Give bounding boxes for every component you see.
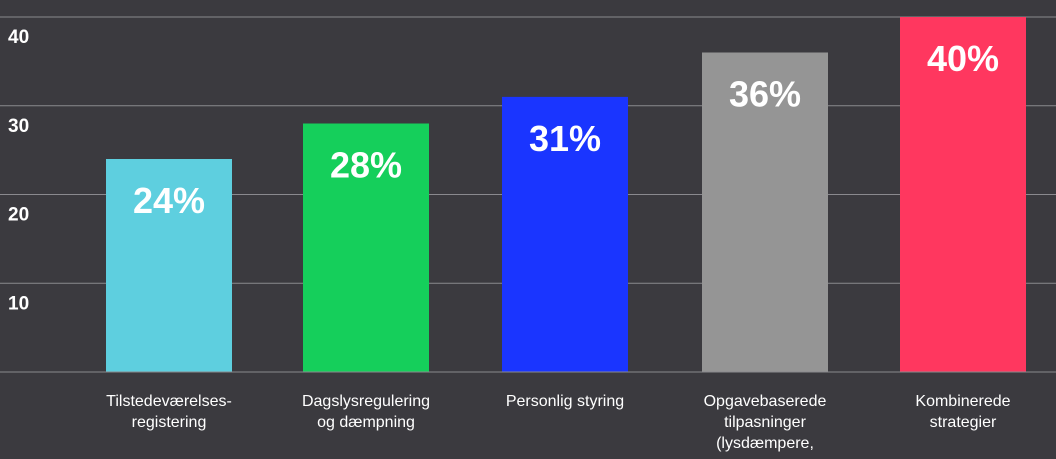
bar-value-label-4: 36% xyxy=(729,74,801,115)
bar-value-label-2: 28% xyxy=(330,145,402,186)
category-label-2-line-1: Dagslysregulering xyxy=(302,393,430,410)
y-tick-label-10: 10 xyxy=(8,293,29,314)
bar-4 xyxy=(702,52,828,372)
category-label-3-line-1: Personlig styring xyxy=(506,393,624,410)
category-label-1-line-1: Tilstedeværelses- xyxy=(106,393,232,410)
bar-value-label-5: 40% xyxy=(927,38,999,79)
category-label-4-line-2: tilpasninger xyxy=(724,414,807,431)
bar-1 xyxy=(106,159,232,372)
category-label-1-line-2: registering xyxy=(132,414,207,431)
y-axis-ticks: 10 20 30 40 xyxy=(8,27,29,314)
category-label-5-line-1: Kombinerede xyxy=(915,393,1010,410)
y-tick-label-40: 40 xyxy=(8,27,29,48)
category-label-5-line-2: strategier xyxy=(930,414,997,431)
category-label-2-line-2: og dæmpning xyxy=(317,414,415,431)
y-tick-label-20: 20 xyxy=(8,205,29,226)
bar-value-label-3: 31% xyxy=(529,118,601,159)
y-tick-label-30: 30 xyxy=(8,116,29,137)
bar-2 xyxy=(303,123,429,372)
value-labels: 24% 28% 31% 36% 40% xyxy=(133,38,999,221)
category-label-4-line-1: Opgavebaserede xyxy=(704,393,827,410)
bars xyxy=(106,17,1026,372)
category-labels: Tilstedeværelses-registering Dagslysregul… xyxy=(106,393,1011,452)
bar-value-label-1: 24% xyxy=(133,180,205,221)
bar-3 xyxy=(502,96,628,372)
bar-5 xyxy=(900,17,1026,372)
category-label-4-line-3: (lysdæmpere, xyxy=(716,435,814,452)
